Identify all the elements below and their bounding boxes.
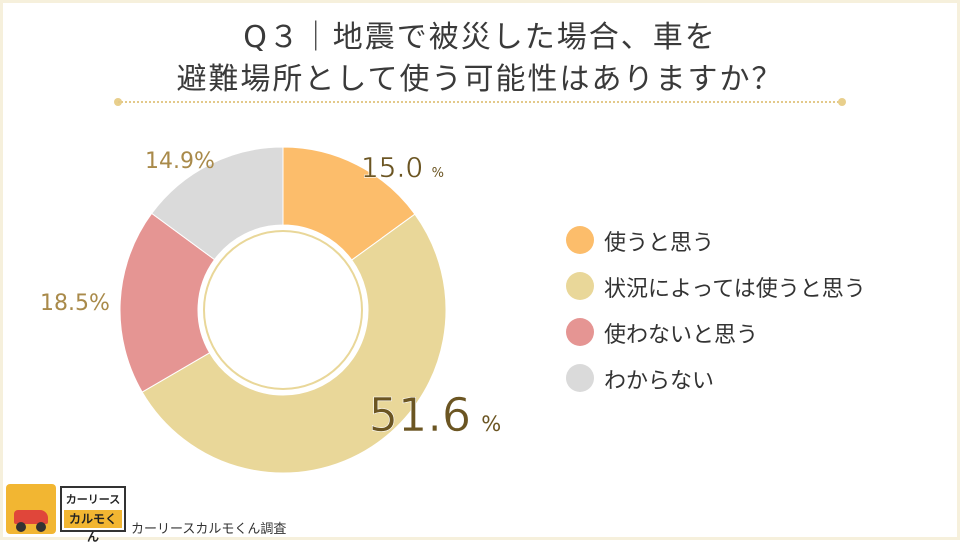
value-label: 51.6 bbox=[369, 388, 471, 442]
donut-inner-ring bbox=[203, 230, 363, 390]
chart-title-line-2: 避難場所として使う可能性はありますか？ bbox=[176, 62, 784, 97]
legend-swatch bbox=[566, 226, 594, 254]
brand-name-box: カーリース カルモくん bbox=[60, 486, 126, 544]
legend-label: 使うと思う bbox=[604, 231, 715, 256]
value-label: 14.9% bbox=[145, 149, 215, 174]
car-logo-icon bbox=[6, 484, 56, 534]
brand-logo-group: カーリース カルモくん bbox=[4, 484, 130, 544]
donut-chart: 15.0 % 51.6 % 18.5% 14.9% bbox=[40, 146, 501, 474]
legend-label: わからない bbox=[604, 369, 715, 394]
title-divider bbox=[118, 101, 842, 103]
value-unit-label: % bbox=[481, 412, 501, 436]
wheel-shape bbox=[36, 522, 46, 532]
legend-swatch bbox=[566, 272, 594, 300]
chart-title-line-1: Q３｜地震で被災した場合、車を bbox=[243, 20, 717, 55]
car-body-shape bbox=[14, 510, 48, 524]
wheel-shape bbox=[16, 522, 26, 532]
brand-bottom-text: カルモくん bbox=[64, 510, 122, 544]
legend-swatch bbox=[566, 364, 594, 392]
legend-label: 状況によっては使うと思う bbox=[604, 277, 866, 302]
brand-top-text: カーリース bbox=[65, 493, 121, 506]
survey-credit: カーリースカルモくん調査 bbox=[131, 522, 287, 537]
value-unit-label: % bbox=[432, 166, 444, 181]
divider-dot-right bbox=[838, 98, 846, 106]
value-label: 18.5% bbox=[40, 291, 110, 316]
legend-swatch bbox=[566, 318, 594, 346]
legend-label: 使わないと思う bbox=[604, 323, 759, 348]
donut-hole bbox=[198, 225, 368, 395]
value-label: 15.0 bbox=[361, 151, 423, 184]
